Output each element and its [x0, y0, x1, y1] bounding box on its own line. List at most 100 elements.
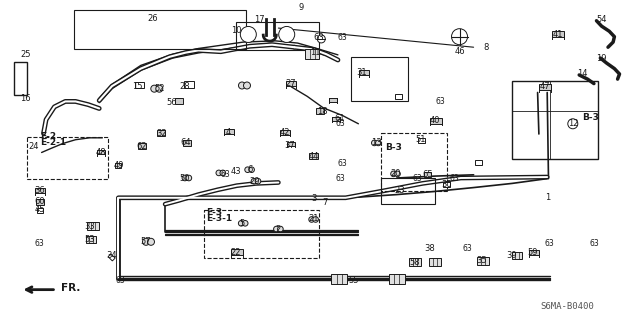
Text: 63: 63	[337, 159, 348, 168]
Text: 63: 63	[449, 174, 460, 182]
Text: 44: 44	[308, 152, 319, 161]
Text: 64: 64	[180, 138, 191, 147]
Bar	[236, 22, 319, 50]
Circle shape	[239, 82, 246, 89]
Bar	[329, 98, 337, 101]
Bar	[74, 10, 246, 49]
Circle shape	[251, 178, 257, 184]
Bar	[36, 199, 44, 204]
Text: 9: 9	[298, 3, 303, 11]
Bar	[184, 81, 194, 88]
Bar	[204, 210, 319, 258]
Text: 63: 63	[335, 119, 346, 128]
Text: 3: 3	[311, 194, 316, 203]
Bar	[157, 130, 165, 136]
Text: 38: 38	[425, 244, 435, 253]
Text: 43: 43	[230, 167, 241, 176]
Bar	[97, 151, 105, 154]
Text: 19: 19	[596, 54, 607, 63]
Text: 50: 50	[179, 174, 189, 182]
Text: 31: 31	[356, 68, 367, 77]
Circle shape	[238, 220, 244, 226]
Text: 24: 24	[28, 142, 38, 151]
Text: B-3: B-3	[582, 113, 599, 122]
Bar	[512, 81, 598, 159]
Text: 15: 15	[132, 82, 143, 91]
Bar	[14, 62, 27, 95]
Bar	[389, 274, 405, 284]
Bar	[395, 94, 401, 99]
Bar	[280, 130, 290, 135]
Bar	[286, 81, 296, 86]
Bar	[351, 57, 408, 101]
Text: 63: 63	[314, 33, 324, 42]
Circle shape	[274, 226, 279, 232]
Bar	[332, 117, 340, 121]
Circle shape	[255, 178, 261, 184]
Text: 27: 27	[286, 79, 296, 88]
Text: 56: 56	[166, 98, 177, 107]
Text: 63: 63	[337, 33, 348, 42]
Text: 49: 49	[113, 161, 124, 170]
Text: 4: 4	[226, 128, 231, 137]
Bar	[476, 160, 482, 165]
Bar	[424, 172, 431, 177]
Text: 63: 63	[35, 239, 45, 248]
Bar	[36, 208, 43, 213]
Bar	[87, 222, 99, 231]
Circle shape	[186, 175, 192, 181]
Circle shape	[243, 220, 248, 226]
Bar	[409, 257, 420, 266]
Text: 7: 7	[323, 198, 328, 207]
Text: 18: 18	[317, 107, 327, 115]
Text: 41: 41	[553, 30, 563, 39]
Circle shape	[241, 26, 256, 42]
Text: 11: 11	[310, 48, 320, 57]
Circle shape	[216, 170, 221, 176]
Bar	[115, 163, 122, 168]
Text: 14: 14	[577, 69, 588, 78]
Text: 5: 5	[239, 219, 244, 228]
Circle shape	[376, 140, 381, 146]
Text: 34: 34	[107, 251, 117, 260]
Bar	[305, 49, 319, 59]
Text: 32: 32	[156, 129, 166, 138]
Bar	[552, 32, 564, 37]
Circle shape	[151, 85, 158, 92]
Text: 12: 12	[568, 119, 579, 128]
Circle shape	[452, 29, 467, 45]
Text: E-2-1: E-2-1	[40, 138, 66, 147]
Text: 59: 59	[527, 248, 538, 257]
Text: S6MA-B0400: S6MA-B0400	[541, 302, 595, 311]
Text: 63: 63	[544, 239, 554, 248]
Bar	[381, 133, 447, 191]
Text: 2: 2	[276, 225, 281, 234]
Circle shape	[182, 175, 188, 181]
Bar	[138, 143, 146, 149]
Text: 23: 23	[395, 186, 405, 195]
Circle shape	[245, 167, 250, 173]
Text: 26: 26	[147, 14, 157, 23]
Bar	[224, 129, 234, 134]
Text: 6: 6	[247, 165, 252, 174]
Bar	[316, 108, 324, 114]
Bar	[231, 249, 243, 255]
Circle shape	[313, 217, 319, 222]
Bar	[332, 274, 348, 284]
Bar	[381, 178, 435, 204]
Bar	[108, 254, 115, 261]
Text: 20: 20	[390, 169, 401, 178]
Bar	[444, 182, 450, 187]
Text: 1: 1	[545, 193, 550, 202]
Bar	[540, 84, 551, 90]
Text: 45: 45	[35, 205, 45, 214]
Text: 54: 54	[596, 15, 607, 24]
Circle shape	[309, 217, 314, 222]
Text: 37: 37	[284, 141, 294, 150]
Text: E-3: E-3	[206, 208, 222, 217]
Text: 63: 63	[335, 174, 346, 182]
Text: 21: 21	[308, 214, 319, 223]
Bar	[512, 252, 522, 259]
Circle shape	[220, 170, 226, 176]
Text: 63: 63	[115, 276, 125, 285]
